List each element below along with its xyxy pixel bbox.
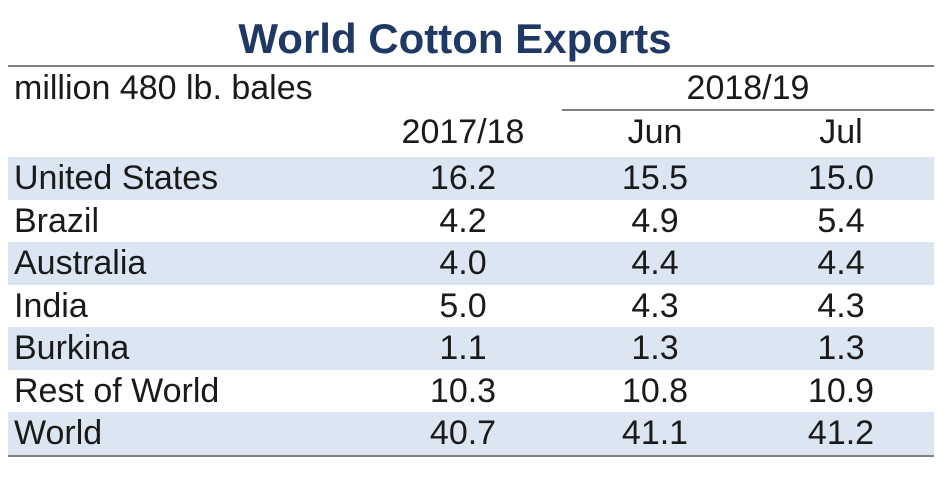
value-cell: 4.3 (817, 286, 865, 325)
column-header-2017-18: 2017/18 (401, 113, 525, 151)
table-body: United States 16.2 15.5 15.0 Brazil 4.2 4.9 5.4… (8, 157, 934, 455)
value-cell: 4.9 (631, 201, 679, 240)
row-label: World (14, 414, 103, 452)
value-cell: 1.3 (631, 329, 679, 367)
row-label: Rest of World (14, 371, 220, 410)
column-header-jul: Jul (819, 113, 863, 151)
column-group-rule (562, 109, 934, 111)
table-row: Brazil 4.2 4.9 5.4 (8, 200, 934, 243)
value-cell: 10.3 (429, 371, 497, 410)
value-cell: 1.1 (439, 329, 487, 367)
value-cell: 4.4 (631, 244, 679, 282)
table-row: India 5.0 4.3 4.3 (8, 285, 934, 328)
value-cell: 10.9 (807, 371, 875, 410)
column-group-label: 2018/19 (686, 69, 810, 107)
table-row: Australia 4.0 4.4 4.4 (8, 242, 934, 285)
row-label: United States (14, 159, 219, 197)
top-rule (8, 65, 934, 67)
table-title: World Cotton Exports (238, 15, 672, 62)
table-row: Rest of World 10.3 10.8 10.9 (8, 370, 934, 413)
value-cell: 4.2 (439, 201, 487, 240)
bottom-rule (8, 455, 934, 457)
column-header-jun: Jun (627, 113, 683, 151)
row-label: Australia (14, 244, 147, 282)
row-label: Brazil (14, 201, 100, 240)
value-cell: 41.2 (807, 414, 875, 452)
value-cell: 5.4 (817, 201, 865, 240)
value-cell: 5.0 (439, 286, 487, 325)
table-row: World 40.7 41.1 41.2 (8, 412, 934, 455)
value-cell: 1.3 (817, 329, 865, 367)
value-cell: 4.0 (439, 244, 487, 282)
value-cell: 40.7 (429, 414, 497, 452)
row-label: India (14, 286, 88, 325)
value-cell: 4.4 (817, 244, 865, 282)
table-row: Burkina 1.1 1.3 1.3 (8, 327, 934, 370)
value-cell: 16.2 (429, 159, 497, 197)
value-cell: 4.3 (631, 286, 679, 325)
value-cell: 15.0 (807, 159, 875, 197)
table-row: United States 16.2 15.5 15.0 (8, 157, 934, 200)
value-cell: 10.8 (621, 371, 689, 410)
row-label: Burkina (14, 329, 130, 367)
value-cell: 41.1 (621, 414, 689, 452)
value-cell: 15.5 (621, 159, 689, 197)
unit-label: million 480 lb. bales (14, 69, 313, 107)
